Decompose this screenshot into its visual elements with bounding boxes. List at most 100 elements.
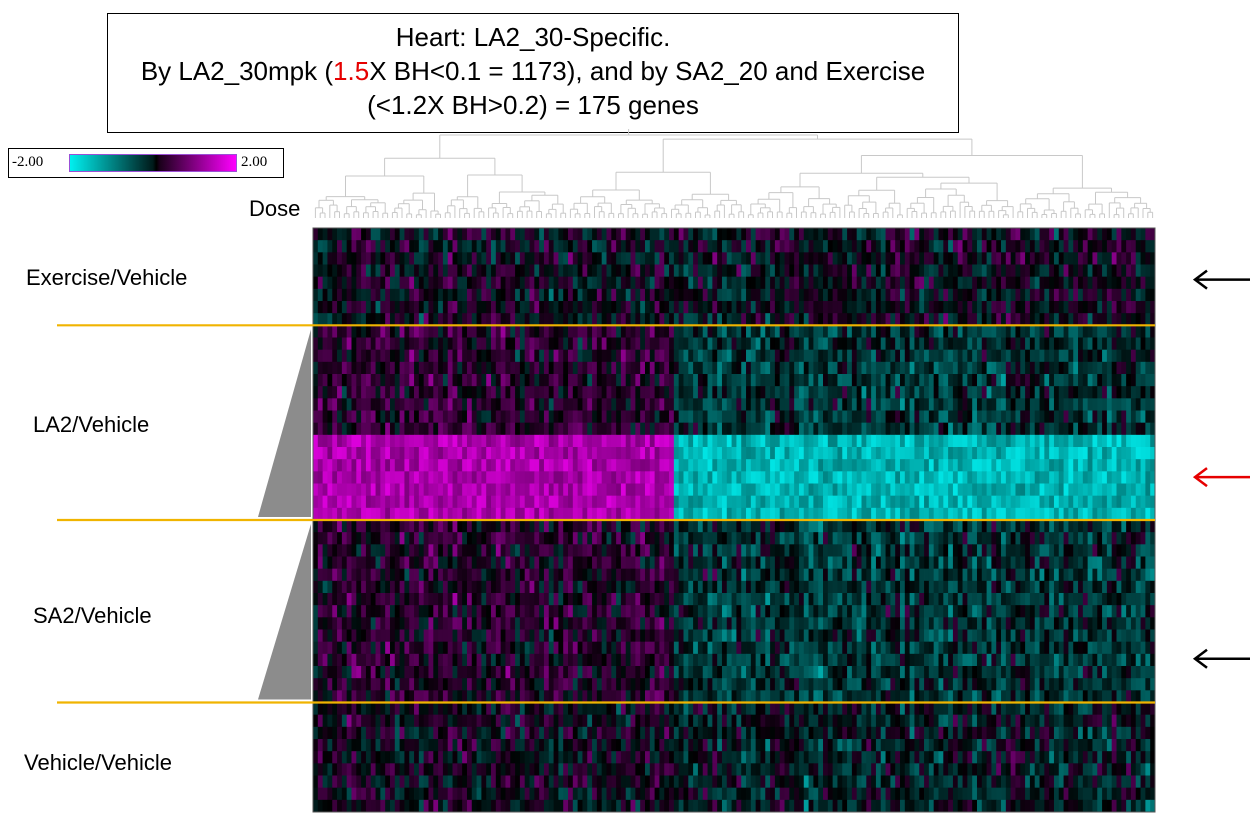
heatmap-cell bbox=[755, 264, 761, 278]
heatmap-cell bbox=[770, 398, 776, 411]
heatmap-cell bbox=[519, 398, 526, 411]
heatmap-cell bbox=[875, 507, 882, 521]
heatmap-cell bbox=[746, 507, 752, 521]
heatmap-cell bbox=[1068, 252, 1074, 265]
heatmap-cell bbox=[972, 520, 978, 533]
heatmap-cell bbox=[409, 276, 415, 290]
heatmap-cell bbox=[414, 301, 420, 314]
heatmap-cell bbox=[317, 313, 324, 326]
heatmap-cell bbox=[808, 410, 814, 424]
heatmap-cell bbox=[1029, 434, 1036, 448]
heatmap-cell bbox=[644, 228, 651, 241]
heatmap-cell bbox=[365, 447, 372, 460]
heatmap-cell bbox=[389, 374, 396, 387]
heatmap-cell bbox=[784, 325, 790, 338]
heatmap-cell bbox=[332, 288, 338, 302]
heatmap-cell bbox=[914, 301, 920, 314]
heatmap-cell bbox=[832, 313, 838, 326]
heatmap-cell bbox=[707, 288, 713, 302]
heatmap-cell bbox=[510, 447, 516, 460]
heatmap-cell bbox=[712, 422, 718, 436]
heatmap-cell bbox=[447, 520, 453, 533]
heatmap-cell bbox=[322, 483, 328, 497]
heatmap-cell bbox=[933, 434, 939, 448]
heatmap-cell bbox=[683, 386, 689, 399]
heatmap-cell bbox=[1068, 507, 1074, 521]
heatmap-cell bbox=[736, 301, 742, 314]
heatmap-cell bbox=[332, 240, 338, 253]
heatmap-cell bbox=[760, 361, 766, 375]
heatmap-cell bbox=[1068, 483, 1074, 497]
heatmap-cell bbox=[664, 386, 670, 399]
heatmap-cell bbox=[322, 313, 328, 326]
heatmap-cell bbox=[529, 276, 535, 290]
heatmap-cell bbox=[1010, 252, 1016, 265]
heatmap-cell bbox=[794, 520, 800, 533]
heatmap-cell bbox=[746, 288, 752, 302]
heatmap-cell bbox=[697, 459, 704, 472]
heatmap-cell bbox=[327, 471, 333, 484]
heatmap-cell bbox=[1015, 386, 1021, 399]
heatmap-cell bbox=[741, 228, 747, 241]
heatmap-cell bbox=[375, 520, 381, 533]
heatmap-cell bbox=[596, 374, 603, 387]
heatmap-cell bbox=[510, 507, 516, 521]
heatmap-cell bbox=[948, 252, 954, 265]
heatmap-cell bbox=[625, 301, 631, 314]
heatmap-cell bbox=[428, 276, 434, 290]
heatmap-cell bbox=[750, 398, 757, 411]
heatmap-cell bbox=[803, 398, 809, 411]
heatmap-cell bbox=[404, 288, 410, 302]
heatmap-cell bbox=[1005, 240, 1012, 253]
heatmap-cell bbox=[409, 374, 415, 387]
heatmap-cell bbox=[327, 374, 333, 387]
heatmap-cell bbox=[750, 337, 757, 351]
heatmap-cell bbox=[880, 495, 886, 509]
heatmap-cell bbox=[471, 459, 477, 472]
heatmap-cell bbox=[644, 276, 651, 290]
heatmap-cell bbox=[510, 313, 516, 326]
heatmap-cell bbox=[505, 422, 511, 436]
heatmap-cell bbox=[1092, 386, 1098, 399]
heatmap-cell bbox=[750, 313, 757, 326]
heatmap-cell bbox=[611, 422, 617, 436]
title-highlight: 1.5 bbox=[333, 56, 370, 86]
heatmap-cell bbox=[423, 398, 429, 411]
heatmap-cell bbox=[543, 288, 550, 302]
heatmap-cell bbox=[1097, 483, 1103, 497]
heatmap-cell bbox=[433, 349, 439, 363]
heatmap-cell bbox=[568, 276, 574, 290]
heatmap-cell bbox=[1058, 410, 1064, 424]
heatmap-cell bbox=[313, 374, 319, 387]
heatmap-cell bbox=[577, 276, 583, 290]
heatmap-cell bbox=[539, 337, 545, 351]
heatmap-cell bbox=[880, 337, 886, 351]
heatmap-cell bbox=[375, 507, 381, 521]
heatmap-cell bbox=[500, 276, 506, 290]
heatmap-cell bbox=[1121, 422, 1127, 436]
heatmap-cell bbox=[606, 447, 612, 460]
heatmap-cell bbox=[385, 240, 391, 253]
heatmap-cell bbox=[317, 495, 324, 509]
heatmap-cell bbox=[1053, 301, 1060, 314]
heatmap-cell bbox=[1001, 471, 1007, 484]
heatmap-cell bbox=[1082, 240, 1089, 253]
heatmap-cell bbox=[606, 386, 612, 399]
heatmap-cell bbox=[1102, 301, 1108, 314]
heatmap-cell bbox=[673, 422, 680, 436]
heatmap-cell bbox=[654, 434, 660, 448]
heatmap-cell bbox=[539, 532, 545, 545]
heatmap-cell bbox=[928, 325, 935, 338]
heatmap-cell bbox=[553, 495, 559, 509]
heatmap-cell bbox=[914, 349, 920, 363]
heatmap-cell bbox=[1034, 422, 1040, 436]
heatmap-cell bbox=[553, 507, 559, 521]
heatmap-cell bbox=[414, 361, 420, 375]
heatmap-cell bbox=[317, 410, 324, 424]
heatmap-cell bbox=[1058, 301, 1064, 314]
heatmap-cell bbox=[1005, 471, 1012, 484]
heatmap-cell bbox=[356, 301, 362, 314]
heatmap-cell bbox=[779, 374, 785, 387]
heatmap-cell bbox=[601, 434, 607, 448]
heatmap-cell bbox=[721, 252, 728, 265]
